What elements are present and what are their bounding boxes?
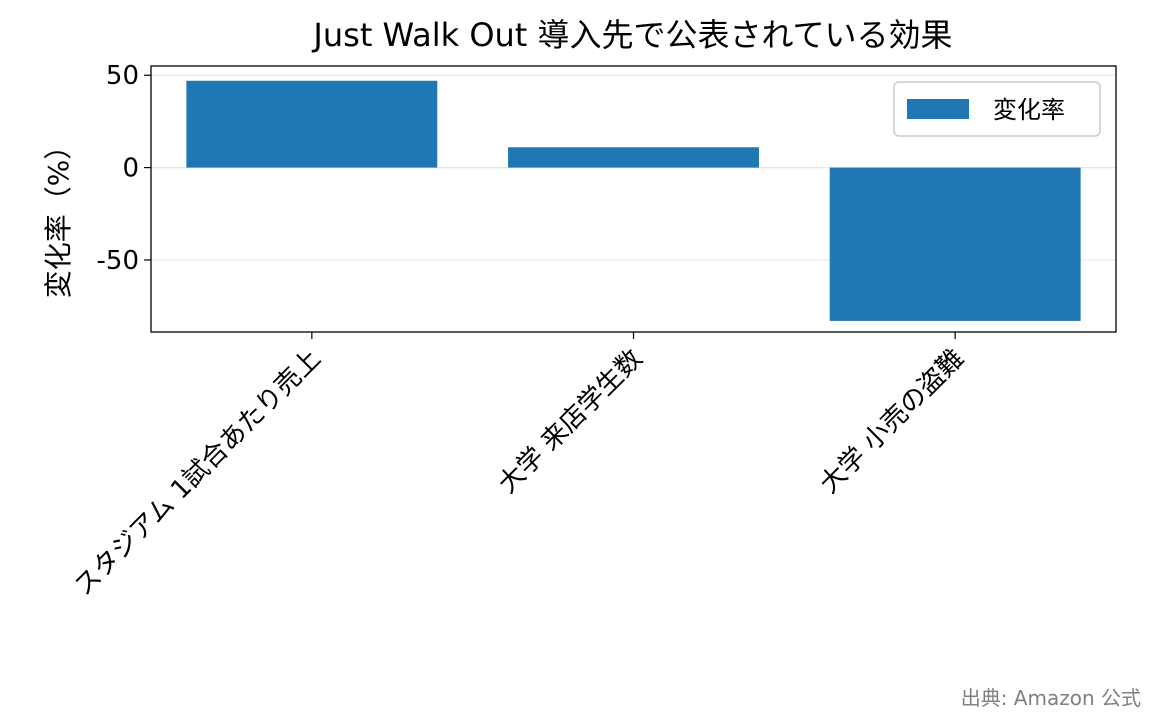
bar (186, 80, 438, 168)
bar (508, 147, 759, 168)
x-tick-label: 大学 小売の盗難 (814, 344, 970, 500)
chart-title: Just Walk Out 導入先で公表されている効果 (311, 16, 952, 54)
bar-layer (186, 80, 1081, 321)
legend-frame (893, 81, 1101, 137)
y-tick-label: 0 (122, 154, 139, 184)
legend-label: 変化率 (993, 96, 1065, 124)
y-axis-label: 変化率（%） (42, 132, 75, 299)
x-tick-label: スタジアム 1試合あたり売上 (69, 344, 327, 602)
y-tick-label: -50 (97, 246, 139, 276)
bar (829, 167, 1081, 321)
y-ticks: 50 0 -50 (97, 61, 151, 276)
legend: 変化率 (893, 81, 1101, 137)
y-tick-label: 50 (106, 61, 139, 91)
x-ticks: スタジアム 1試合あたり売上 大学 来店学生数 大学 小売の盗難 (69, 332, 970, 602)
legend-swatch (907, 99, 969, 119)
source-note: 出典: Amazon 公式 (960, 686, 1141, 710)
x-tick-label: 大学 来店学生数 (493, 344, 649, 500)
